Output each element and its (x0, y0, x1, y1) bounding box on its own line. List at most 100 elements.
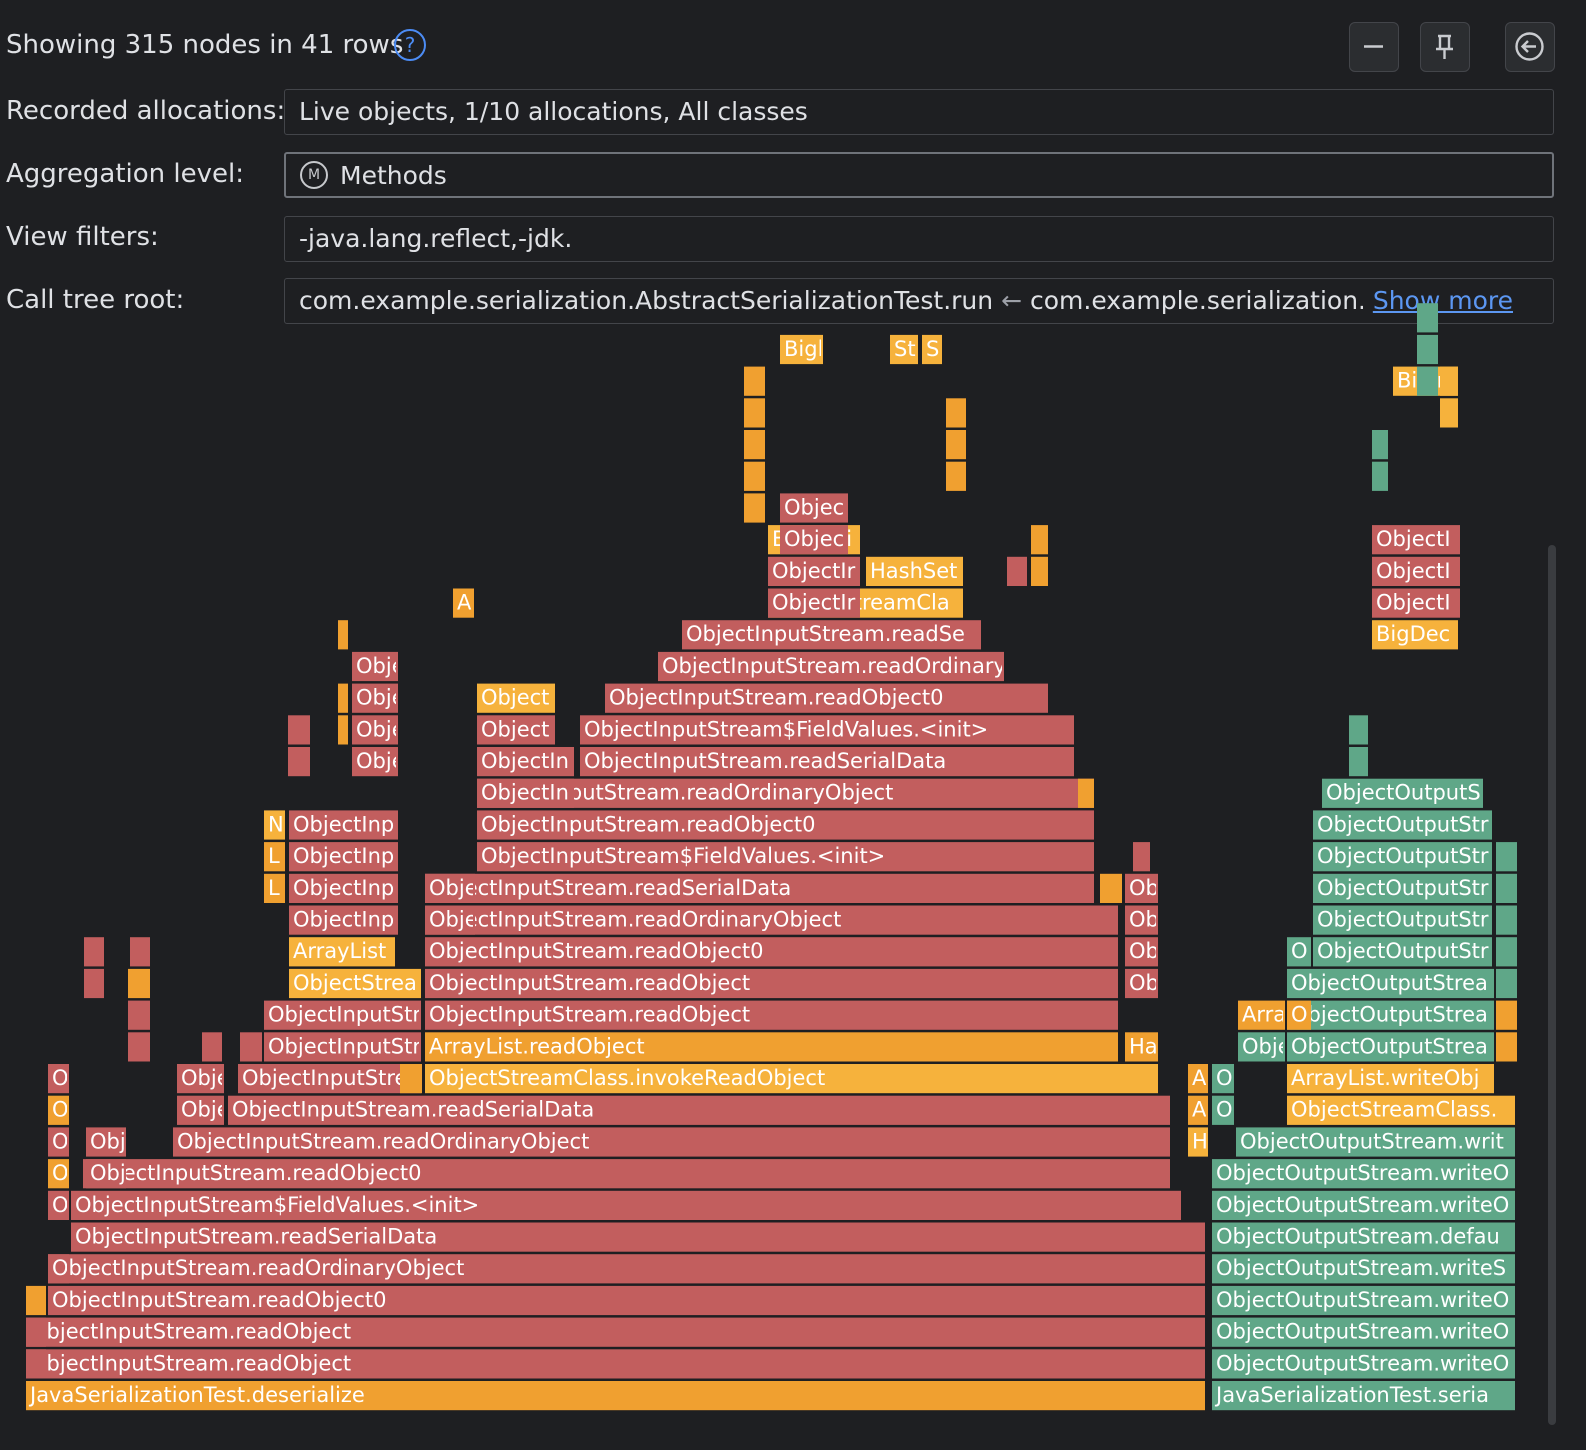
flame-frame-bar[interactable] (1287, 1000, 1311, 1030)
flame-frame-bar[interactable] (453, 588, 474, 618)
flame-frame[interactable]: ObjectIr (768, 556, 860, 586)
flame-frame-sliver[interactable] (744, 430, 765, 460)
help-icon[interactable]: ? (394, 29, 426, 61)
flame-frame[interactable]: H (1188, 1127, 1208, 1157)
flame-frame-bar[interactable] (289, 905, 398, 935)
flame-frame[interactable]: A (453, 588, 474, 618)
flame-frame-bar[interactable] (425, 905, 475, 935)
flame-frame[interactable]: ObjectOutputStr (1313, 842, 1492, 872)
flame-frame-bar[interactable] (238, 1064, 421, 1094)
flame-frame[interactable]: ObjectInputStream.readSerialData (71, 1222, 1205, 1252)
flame-frame-bar[interactable] (1212, 1222, 1515, 1252)
flame-frame[interactable]: O (48, 1095, 69, 1125)
flame-frame[interactable]: ObjectOutputStream.writ (1236, 1127, 1515, 1157)
flame-frame[interactable]: ObjectInputStream.readObject0 (425, 937, 1118, 967)
flame-frame-bar[interactable] (1188, 1064, 1208, 1094)
flame-frame-bar[interactable] (352, 651, 398, 682)
flame-frame-bar[interactable] (477, 810, 1094, 840)
flame-frame[interactable]: ObjectStreamClass.invokeReadObject (425, 1064, 1158, 1094)
flame-frame[interactable]: Obje (352, 683, 405, 713)
flame-frame[interactable]: Objec (780, 525, 848, 555)
flame-frame[interactable]: O (1212, 1095, 1234, 1125)
flame-frame-bar[interactable] (1188, 1127, 1208, 1157)
recorded-allocations-field[interactable]: Live objects, 1/10 allocations, All clas… (284, 89, 1554, 135)
flame-frame-bar[interactable] (86, 1127, 126, 1157)
flame-frame-bar[interactable] (173, 1127, 1170, 1157)
flame-frame[interactable]: ObjectInputStream$FieldValues.<init> (477, 842, 1094, 872)
flame-frame[interactable]: ObjectInputStream.readOrdinaryObject (173, 1127, 1170, 1157)
flame-frame[interactable]: Obje (425, 905, 478, 935)
flame-frame[interactable]: ObjectInp (289, 842, 398, 872)
flame-frame-bar[interactable] (1287, 968, 1494, 999)
flame-frame[interactable]: Ob (1125, 873, 1159, 903)
flame-frame-bar[interactable] (26, 1349, 1205, 1379)
flame-frame-bar[interactable] (425, 1032, 1118, 1062)
flame-frame-bar[interactable] (477, 778, 574, 808)
flame-frame-sliver[interactable] (1100, 873, 1122, 903)
flame-frame-bar[interactable] (352, 715, 398, 745)
flame-frame[interactable]: O (48, 1159, 69, 1189)
flame-frame-sliver[interactable] (84, 968, 104, 999)
flame-frame-bar[interactable] (48, 1095, 69, 1125)
flame-frame-bar[interactable] (866, 556, 963, 586)
flame-frame[interactable]: Ob (1125, 937, 1159, 967)
flame-frame[interactable]: ObjectInputStr (264, 1000, 421, 1030)
flame-frame[interactable]: Ob (1125, 968, 1159, 999)
flame-frame-bar[interactable] (1212, 1190, 1515, 1220)
flame-frame[interactable]: ObjectInputStream.readOrdinaryObject (425, 905, 1118, 935)
flame-frame[interactable]: Obje (352, 747, 405, 777)
flame-frame[interactable]: ObjectInputStream.readObject0 (48, 1285, 1205, 1316)
aggregation-level-field[interactable]: M Methods (284, 152, 1554, 198)
flame-frame[interactable]: A (1188, 1064, 1208, 1094)
flame-frame-sliver[interactable] (1417, 334, 1438, 365)
flame-frame-bar[interactable] (48, 1190, 69, 1220)
flame-frame-sliver[interactable] (240, 1032, 262, 1062)
flame-frame[interactable]: St (890, 334, 918, 365)
flame-frame-sliver[interactable] (1496, 968, 1517, 999)
flame-frame-bar[interactable] (48, 1127, 69, 1157)
flame-frame[interactable]: S (922, 334, 942, 365)
flame-frame-bar[interactable] (1212, 1317, 1515, 1347)
flame-frame-bar[interactable] (1125, 1032, 1158, 1062)
flame-frame[interactable]: Obje (1238, 1032, 1291, 1062)
flame-frame-sliver[interactable] (288, 747, 310, 777)
flame-frame-bar[interactable] (86, 1159, 126, 1189)
flame-frame-bar[interactable] (289, 810, 398, 840)
flame-frame-sliver[interactable] (1031, 525, 1048, 555)
flame-frame-sliver[interactable] (338, 620, 348, 650)
flame-frame[interactable]: ObjectInputStream.readSerialData (580, 747, 1074, 777)
flame-frame-sliver[interactable] (1496, 937, 1517, 967)
flame-frame[interactable]: Ob (1125, 905, 1159, 935)
flame-frame[interactable]: ObjectStrea (289, 968, 421, 999)
flame-frame[interactable]: ObjectI (1372, 556, 1460, 586)
flame-frame[interactable]: ObjectOutputStrea (1287, 1032, 1494, 1062)
flame-frame-sliver[interactable] (1496, 1032, 1517, 1062)
flame-frame-bar[interactable] (605, 683, 1048, 713)
flame-frame-bar[interactable] (264, 873, 285, 903)
flame-frame-bar[interactable] (264, 842, 285, 872)
flame-frame[interactable]: ArrayList.writeObj (1287, 1064, 1494, 1094)
flame-frame[interactable]: O (1287, 937, 1311, 967)
flame-frame-sliver[interactable] (128, 968, 150, 999)
flame-frame[interactable]: ObjectInputStream.readSerialData (425, 873, 1094, 903)
flame-frame[interactable]: ArrayList.readObject (425, 1032, 1118, 1062)
flame-frame[interactable]: Obj (86, 1159, 126, 1189)
flame-frame-bar[interactable] (352, 683, 398, 713)
flame-frame-bar[interactable] (425, 873, 475, 903)
flame-frame-bar[interactable] (1238, 1000, 1285, 1030)
flame-frame-bar[interactable] (1238, 1032, 1285, 1062)
flame-frame[interactable]: ObjectInputStream.readObject (425, 1000, 1118, 1030)
pin-button[interactable] (1420, 22, 1470, 72)
flame-frame[interactable]: ArrayList (289, 937, 395, 967)
flame-frame-sliver[interactable] (744, 366, 765, 396)
flame-frame-bar[interactable] (48, 1285, 1205, 1316)
flame-frame-bar[interactable] (1125, 937, 1158, 967)
flame-frame-bar[interactable] (1236, 1127, 1515, 1157)
flame-frame-bar[interactable] (580, 747, 1074, 777)
flame-frame-bar[interactable] (425, 1064, 1158, 1094)
flame-frame[interactable]: ObjectInputStream$FieldValues.<init> (580, 715, 1074, 745)
flame-frame-bar[interactable] (1212, 1254, 1515, 1284)
flame-frame[interactable]: ObjectInp (289, 810, 398, 840)
flame-frame-bar[interactable] (289, 873, 398, 903)
flame-frame-sliver[interactable] (1440, 366, 1458, 396)
